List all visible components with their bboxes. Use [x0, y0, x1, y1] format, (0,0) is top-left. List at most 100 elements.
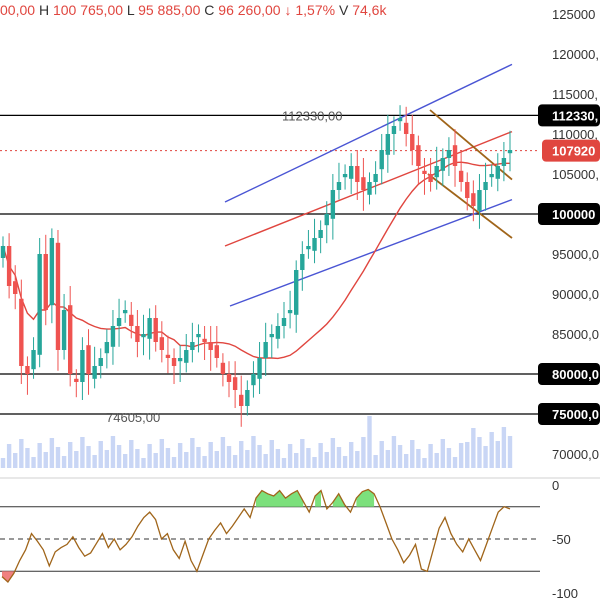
candle-body [385, 134, 391, 155]
volume-bar [159, 439, 165, 468]
volume-bar [281, 458, 287, 468]
volume-bar [446, 448, 452, 468]
volume-bar [361, 437, 366, 468]
volume-bar [477, 437, 482, 468]
volume-bar [373, 455, 378, 468]
ohlc-low-label: L [126, 2, 135, 18]
volume-bar [196, 447, 201, 468]
candle-body [306, 246, 311, 250]
ohlc-close-label: C [204, 2, 215, 18]
volume-bar [306, 448, 311, 468]
ohlc-header: 00,00 H 100 765,00 L 95 885,00 C 96 260,… [0, 0, 386, 20]
moving-average-line [2, 161, 510, 360]
rsi-overbought-fill [256, 490, 304, 507]
candle-body [251, 374, 256, 386]
candle-body [184, 350, 189, 363]
candle-body [196, 334, 201, 338]
candle-body [452, 145, 458, 166]
volume-bar [226, 446, 232, 468]
rsi-tick-label: -50 [552, 532, 571, 547]
candle-body [202, 338, 207, 342]
candle-body [214, 345, 219, 358]
y-tick-label: 125000 [552, 7, 595, 22]
candle-body [43, 254, 48, 310]
volume-bar [397, 445, 403, 468]
wedge-lower-line [427, 173, 513, 239]
volume-bar [153, 453, 158, 468]
volume-bar [98, 441, 103, 468]
volume-bar [294, 453, 299, 468]
volume-bar [31, 457, 36, 468]
candle-body [86, 345, 91, 374]
candle-body [67, 305, 73, 374]
ohlc-low-value: 95 885,00 [138, 2, 201, 18]
candle-body [287, 310, 293, 314]
volume-bar [471, 428, 476, 468]
y-tick-label: 70000,0 [552, 447, 599, 462]
candle-body [122, 310, 128, 314]
candle-body [232, 377, 238, 390]
candle-body [129, 314, 134, 326]
current-price-label: 107920 [552, 144, 595, 159]
candle-body [483, 182, 488, 190]
candle-body [104, 342, 110, 354]
candle-body [403, 122, 409, 134]
volume-bar [104, 450, 110, 468]
candle-body [391, 126, 397, 134]
volume-bar [342, 456, 348, 468]
y-tick-label: 120000, [552, 47, 599, 62]
volume-bar [239, 441, 244, 468]
volume-bar [489, 432, 494, 468]
candle-body [55, 242, 61, 350]
volume-bar [55, 447, 61, 468]
volume-bar [465, 442, 470, 468]
candle-body [25, 366, 30, 374]
volume-bar [147, 444, 152, 468]
level-badge-label: 100000 [552, 207, 595, 222]
volume-bar [410, 440, 415, 468]
volume-bar [355, 451, 360, 468]
level-badge [538, 203, 600, 225]
candle-body [13, 281, 18, 294]
level-badge [538, 403, 600, 425]
candle-body [361, 177, 366, 190]
candle-body [373, 174, 378, 182]
candle-body [318, 230, 323, 238]
volume-bar [110, 436, 116, 468]
candle-body [141, 334, 146, 338]
y-tick-label: 85000,0 [552, 327, 599, 342]
volume-bar [434, 453, 439, 468]
candle-body [275, 326, 281, 339]
volume-bar [483, 446, 488, 468]
rsi-oversold-fill [2, 571, 14, 582]
volume-bar [336, 447, 342, 468]
volume-bar [6, 444, 12, 468]
candle-body [465, 182, 470, 198]
candle-body [190, 342, 195, 350]
rsi-tick-label: -100 [552, 586, 578, 600]
rsi-overbought-fill [315, 490, 321, 507]
volume-bar [177, 443, 183, 468]
volume-bar [220, 437, 226, 468]
candle-body [336, 182, 342, 190]
candle-body [324, 214, 329, 226]
candle-body [226, 374, 232, 382]
level-badge-label: 75000,0 [552, 407, 599, 422]
volume-bar [232, 455, 238, 468]
candle-body [220, 362, 226, 374]
candle-body [165, 354, 171, 358]
volume-bar [403, 454, 409, 468]
volume-bar [324, 452, 329, 468]
ohlc-volume-value: 74,6k [352, 2, 387, 18]
level-badge-label: 112330, [552, 108, 598, 123]
ohlc-high-value: 100 765,00 [52, 2, 124, 18]
volume-bar [330, 438, 336, 468]
candle-body [171, 358, 177, 366]
volume-bar [141, 458, 146, 468]
volume-bar [67, 442, 73, 468]
volume-bar [43, 452, 48, 468]
volume-bar [501, 427, 507, 468]
volume-bar [275, 449, 281, 468]
rsi-line [1, 488, 511, 583]
